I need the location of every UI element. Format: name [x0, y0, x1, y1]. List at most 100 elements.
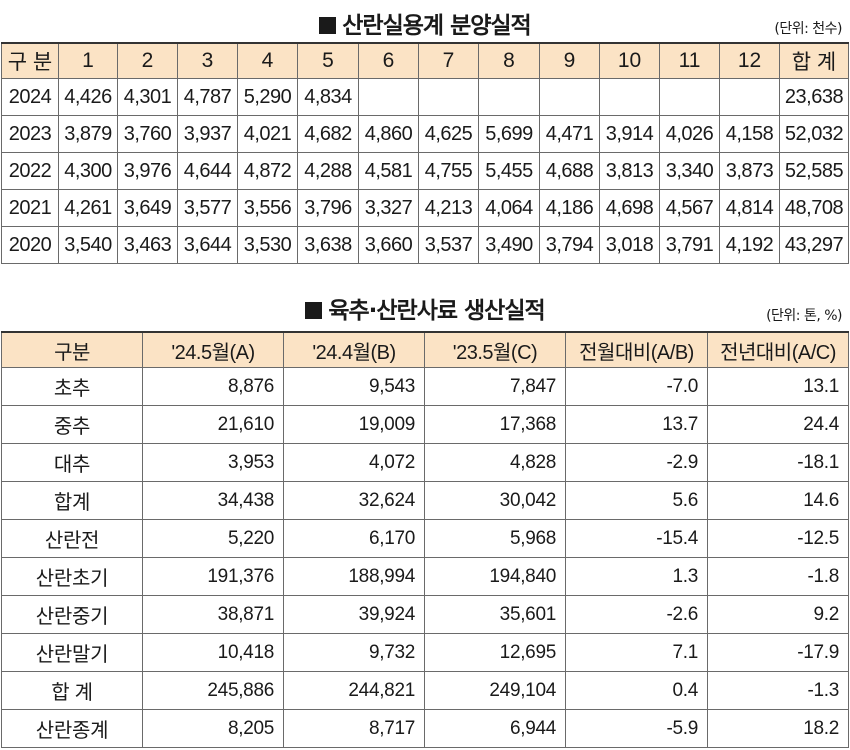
data-cell: -1.3: [707, 671, 849, 710]
data-cell: 4,682: [297, 115, 359, 153]
data-cell: 32,624: [283, 481, 425, 520]
row-label-cell: 2024: [1, 78, 59, 116]
table-row: 2022 4,300 3,976 4,644 4,872 4,288 4,581 4,755 5…: [1, 152, 849, 190]
layer-sales-table: 구 분 1 2 3 4 5 6 7 8 9 10 11 12 합 계 2024 4…: [1, 42, 849, 264]
data-cell: 4,026: [659, 115, 720, 153]
row-label-cell: 산란초기: [1, 557, 143, 596]
data-cell: 23,638: [779, 78, 849, 116]
data-cell: [719, 78, 780, 116]
data-cell: -12.5: [707, 519, 849, 558]
data-cell: 4,158: [719, 115, 780, 153]
data-cell: 4,860: [358, 115, 419, 153]
column-header: '24.4월(B): [283, 331, 425, 368]
table-row: 대추 3,953 4,072 4,828 -2.9 -18.1: [1, 443, 849, 482]
data-cell: -17.9: [707, 633, 849, 672]
data-cell: 3,791: [659, 226, 720, 264]
data-cell: 4,872: [237, 152, 298, 190]
data-cell: 4,828: [424, 443, 566, 482]
data-cell: 4,471: [539, 115, 600, 153]
data-cell: 3,540: [58, 226, 118, 264]
data-cell: -2.9: [565, 443, 708, 482]
data-cell: 245,886: [142, 671, 284, 710]
data-cell: 7,847: [424, 367, 566, 406]
data-cell: 5,290: [237, 78, 298, 116]
data-cell: -7.0: [565, 367, 708, 406]
data-cell: 4,755: [418, 152, 479, 190]
black-square-icon: [319, 17, 337, 34]
data-cell: 194,840: [424, 557, 566, 596]
column-header: 전월대비(A/B): [565, 331, 708, 368]
row-label-cell: 대추: [1, 443, 143, 482]
data-cell: 4,834: [297, 78, 359, 116]
column-header: 합 계: [779, 42, 849, 79]
data-cell: 3,490: [478, 226, 540, 264]
data-cell: 13.1: [707, 367, 849, 406]
data-cell: 10,418: [142, 633, 284, 672]
data-cell: 6,170: [283, 519, 425, 558]
data-cell: 6,944: [424, 709, 566, 748]
column-header: 1: [58, 42, 118, 79]
data-cell: 35,601: [424, 595, 566, 634]
data-cell: 19,009: [283, 405, 425, 444]
data-cell: 4,072: [283, 443, 425, 482]
table-row: 산란말기 10,418 9,732 12,695 7.1 -17.9: [1, 633, 849, 672]
data-cell: 30,042: [424, 481, 566, 520]
feed-production-table: 구분 '24.5월(A) '24.4월(B) '23.5월(C) 전월대비(A/…: [1, 331, 849, 748]
data-cell: 24.4: [707, 405, 849, 444]
data-cell: 3,463: [117, 226, 178, 264]
data-cell: -15.4: [565, 519, 708, 558]
data-cell: 4,426: [58, 78, 118, 116]
data-cell: 3,879: [58, 115, 118, 153]
data-cell: 4,021: [237, 115, 298, 153]
data-cell: 52,032: [779, 115, 849, 153]
data-cell: 3,577: [177, 189, 238, 227]
data-cell: 3,327: [358, 189, 419, 227]
data-cell: 4,192: [719, 226, 780, 264]
data-cell: 14.6: [707, 481, 849, 520]
column-header: 7: [418, 42, 479, 79]
data-cell: 43,297: [779, 226, 849, 264]
section-title-text: 육추·산란사료 생산실적: [328, 298, 545, 324]
row-label-cell: 2021: [1, 189, 59, 227]
column-header: 5: [297, 42, 359, 79]
row-label-cell: 산란전: [1, 519, 143, 558]
column-header: 구 분: [1, 42, 59, 79]
data-cell: 4,625: [418, 115, 479, 153]
table-row: 합계 34,438 32,624 30,042 5.6 14.6: [1, 481, 849, 520]
table-row: 중추 21,610 19,009 17,368 13.7 24.4: [1, 405, 849, 444]
data-cell: 3,556: [237, 189, 298, 227]
row-label-cell: 2022: [1, 152, 59, 190]
data-cell: 3,340: [659, 152, 720, 190]
data-cell: 5,699: [478, 115, 540, 153]
unit-label: (단위: 톤, %): [766, 308, 842, 324]
column-header: 9: [539, 42, 600, 79]
data-cell: 1.3: [565, 557, 708, 596]
data-cell: 3,760: [117, 115, 178, 153]
data-cell: 9,543: [283, 367, 425, 406]
data-cell: -1.8: [707, 557, 849, 596]
header-row: 구 분 1 2 3 4 5 6 7 8 9 10 11 12 합 계: [1, 42, 849, 79]
data-cell: 3,018: [599, 226, 660, 264]
table-row: 2024 4,426 4,301 4,787 5,290 4,834 23,638: [1, 78, 849, 116]
column-header: 12: [719, 42, 780, 79]
data-cell: 3,537: [418, 226, 479, 264]
data-cell: 9.2: [707, 595, 849, 634]
column-header: 2: [117, 42, 178, 79]
data-cell: 38,871: [142, 595, 284, 634]
column-header: 구분: [1, 331, 143, 368]
row-label-cell: 초추: [1, 367, 143, 406]
data-cell: 3,796: [297, 189, 359, 227]
data-cell: 3,976: [117, 152, 178, 190]
data-cell: 3,813: [599, 152, 660, 190]
data-cell: 5.6: [565, 481, 708, 520]
data-cell: 4,301: [117, 78, 178, 116]
data-cell: 3,644: [177, 226, 238, 264]
column-header: 4: [237, 42, 298, 79]
table-row: 2020 3,540 3,463 3,644 3,530 3,638 3,660 3,537 3…: [1, 226, 849, 264]
data-cell: 191,376: [142, 557, 284, 596]
data-cell: 9,732: [283, 633, 425, 672]
row-label-cell: 중추: [1, 405, 143, 444]
data-cell: 4,787: [177, 78, 238, 116]
data-cell: 13.7: [565, 405, 708, 444]
section-title-layer-sales: 산란실용계 분양실적: [0, 6, 850, 40]
